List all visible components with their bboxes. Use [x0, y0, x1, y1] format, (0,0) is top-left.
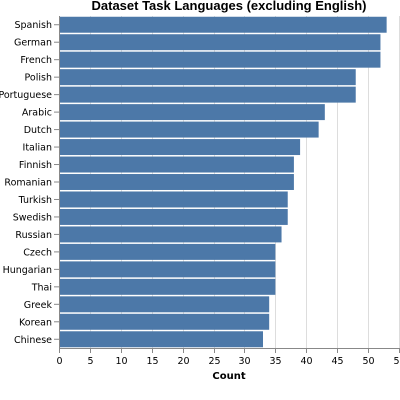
- x-tick-label-15: 15: [146, 356, 158, 367]
- x-tick-label-35: 35: [269, 356, 281, 367]
- y-tick-label-hungarian: Hungarian: [3, 265, 52, 276]
- bar-korean: [59, 313, 270, 330]
- y-tick-label-czech: Czech: [23, 247, 52, 258]
- x-tick-label-40: 40: [300, 356, 312, 367]
- bar-spanish: [59, 16, 387, 33]
- bar-finnish: [59, 156, 294, 173]
- y-tick-label-korean: Korean: [19, 317, 52, 328]
- x-tick-label-10: 10: [115, 356, 127, 367]
- bar-swedish: [59, 208, 288, 225]
- bar-thai: [59, 278, 276, 295]
- x-tick-label-30: 30: [238, 356, 250, 367]
- x-tick-label-45: 45: [331, 356, 343, 367]
- bar-german: [59, 34, 381, 51]
- y-tick-label-finnish: Finnish: [19, 160, 52, 171]
- y-tick-label-german: German: [14, 38, 52, 49]
- chart-title: Dataset Task Languages (excluding Englis…: [92, 0, 367, 13]
- y-tick-label-romanian: Romanian: [4, 178, 52, 189]
- axes: Spanish German French Polish Portuguese Arabi…: [0, 16, 400, 367]
- y-tick-label-chinese: Chinese: [14, 335, 52, 346]
- bar-arabic: [59, 104, 325, 121]
- y-tick-label-arabic: Arabic: [22, 108, 52, 119]
- x-axis-title: Count: [212, 371, 245, 382]
- y-tick-label-turkish: Turkish: [18, 195, 52, 206]
- bar-polish: [59, 69, 356, 86]
- bar-russian: [59, 226, 282, 243]
- x-tick-label-0: 0: [56, 356, 62, 367]
- bar-hungarian: [59, 261, 276, 278]
- bar-romanian: [59, 174, 294, 190]
- bars: [59, 16, 387, 348]
- y-tick-label-polish: Polish: [25, 73, 52, 84]
- bar-portuguese: [59, 86, 356, 103]
- y-tick-label-russian: Russian: [15, 230, 52, 241]
- x-tick-label-50: 50: [362, 356, 374, 367]
- bar-french: [59, 51, 381, 68]
- x-tick-label-25: 25: [208, 356, 220, 367]
- y-tick-label-swedish: Swedish: [13, 212, 52, 223]
- y-tick-label-thai: Thai: [31, 282, 52, 293]
- x-tick-label-55: 55: [393, 356, 400, 367]
- y-tick-label-dutch: Dutch: [24, 125, 52, 136]
- bar-czech: [59, 243, 276, 260]
- bar-italian: [59, 139, 301, 156]
- x-tick-label-5: 5: [87, 356, 93, 367]
- bar-dutch: [59, 121, 319, 138]
- y-tick-label-italian: Italian: [23, 143, 52, 154]
- y-tick-label-greek: Greek: [24, 300, 53, 311]
- x-tick-label-20: 20: [177, 356, 189, 367]
- bar-greek: [59, 296, 270, 313]
- y-tick-label-french: French: [20, 55, 52, 66]
- bar-chinese: [59, 331, 263, 348]
- y-tick-label-portuguese: Portuguese: [0, 90, 52, 101]
- bar-turkish: [59, 191, 288, 208]
- y-tick-label-spanish: Spanish: [14, 20, 52, 31]
